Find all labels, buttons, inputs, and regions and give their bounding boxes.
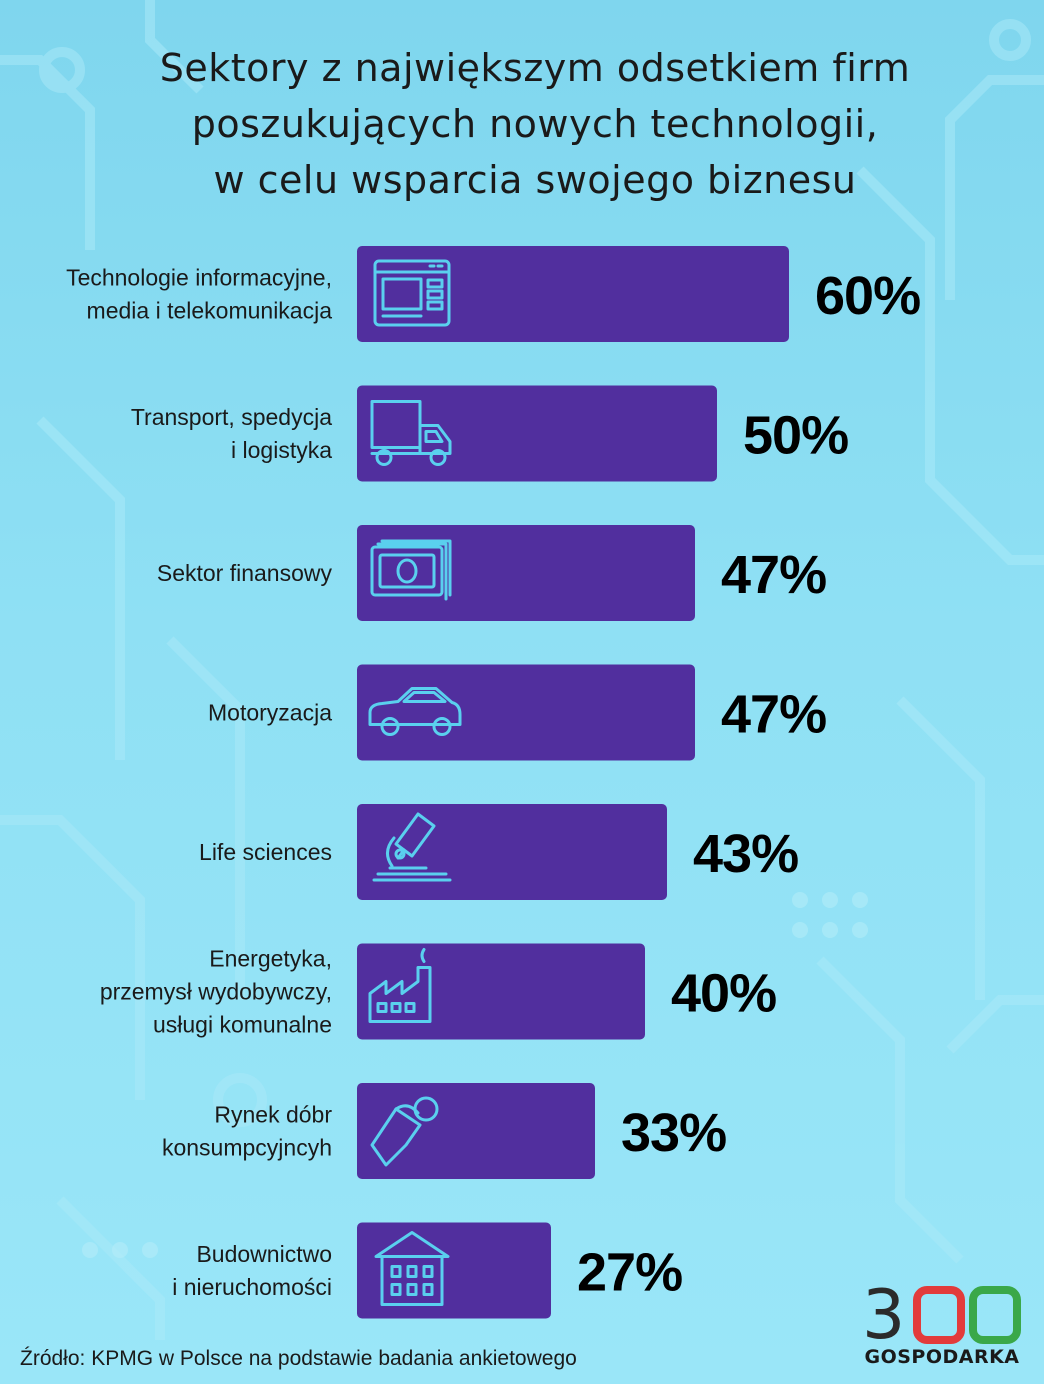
- category-label-line: Sektor finansowy: [157, 560, 333, 586]
- title-line-2: poszukujących nowych technologii,: [191, 102, 879, 146]
- category-label-7: Rynek dóbr konsumpcyjncyh: [162, 1102, 332, 1161]
- category-label-line: Budownictwo: [196, 1241, 332, 1267]
- category-label-line: usługi komunalne: [153, 1012, 332, 1038]
- factory-icon: [368, 948, 432, 1023]
- value-label-3: 47%: [721, 545, 826, 605]
- category-label-3: Sektor finansowy: [157, 560, 333, 586]
- value-label-8: 27%: [577, 1243, 682, 1303]
- value-label-5: 43%: [693, 824, 798, 884]
- building-icon: [374, 1231, 450, 1306]
- chart-title: Sektory z największym odsetkiem firm pos…: [60, 40, 1010, 208]
- category-label-line: Life sciences: [199, 839, 332, 865]
- logo-caption: GOSPODARKA: [864, 1346, 1020, 1368]
- category-label-line: przemysł wydobywczy,: [100, 979, 332, 1005]
- category-label-2: Transport, spedycja i logistyka: [131, 404, 332, 463]
- bar-1: [357, 246, 789, 342]
- logo-mark: 3: [862, 1276, 1021, 1355]
- car-icon: [368, 687, 462, 736]
- category-label-line: Technologie informacyjne,: [66, 265, 332, 291]
- value-label-2: 50%: [743, 406, 848, 466]
- bar-2: [357, 385, 717, 482]
- delivery-truck-icon: [370, 400, 452, 466]
- category-label-line: Rynek dóbr: [214, 1102, 332, 1128]
- logo-zero-green: [969, 1286, 1021, 1344]
- logo-zero-red: [913, 1286, 965, 1344]
- title-line-3: w celu wsparcia swojego biznesu: [213, 158, 857, 202]
- value-label-6: 40%: [671, 964, 776, 1024]
- price-tag-icon: [370, 1096, 439, 1167]
- browser-window-icon: [373, 259, 451, 327]
- category-label-line: i logistyka: [231, 437, 332, 463]
- value-label-4: 47%: [721, 685, 826, 745]
- logo-digit-3: 3: [862, 1282, 905, 1346]
- category-label-5: Life sciences: [199, 839, 332, 865]
- value-label-1: 60%: [815, 266, 920, 326]
- category-label-line: Transport, spedycja: [131, 404, 332, 430]
- bar-3: [357, 525, 695, 621]
- category-label-line: media i telekomunikacja: [87, 298, 333, 324]
- category-label-line: Motoryzacja: [208, 700, 332, 726]
- bar-7: [357, 1083, 595, 1179]
- bar-6: [357, 943, 645, 1040]
- category-label-4: Motoryzacja: [208, 700, 332, 726]
- bar-4: [357, 664, 695, 761]
- category-label-line: Energetyka,: [209, 946, 332, 972]
- brand-logo: 3 GOSPODARKA: [862, 1276, 1027, 1374]
- title-line-1: Sektory z największym odsetkiem firm: [159, 46, 911, 90]
- value-label-7: 33%: [621, 1103, 726, 1163]
- category-label-6: Energetyka, przemysł wydobywczy, usługi ko…: [100, 946, 332, 1038]
- category-label-1: Technologie informacyjne, media i telekom…: [66, 265, 332, 324]
- bar-5: [357, 804, 667, 900]
- category-label-8: Budownictwo i nieruchomości: [172, 1241, 332, 1300]
- banknotes-icon: [370, 539, 452, 601]
- source-note: Źródło: KPMG w Polsce na podstawie badan…: [20, 1347, 577, 1370]
- category-label-line: konsumpcyjncyh: [162, 1135, 332, 1161]
- bar-8: [357, 1222, 551, 1319]
- category-label-line: i nieruchomości: [172, 1274, 332, 1300]
- microscope-icon: [372, 812, 452, 882]
